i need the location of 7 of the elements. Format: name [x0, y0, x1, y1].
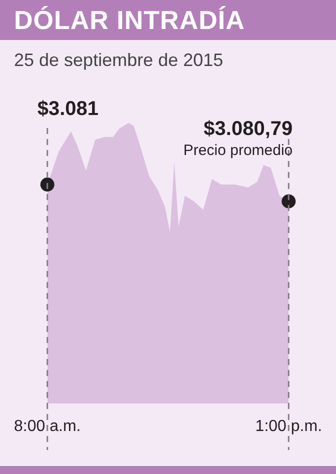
text: $3.081	[37, 98, 99, 120]
annotation: Precio promedio	[183, 142, 293, 159]
chart-subtitle: 25 de septiembre de 2015	[14, 50, 224, 71]
annotation: $3.080,79	[204, 118, 293, 140]
x-tick-label: 8:00 a.m.	[14, 418, 81, 435]
chart-title: DÓLAR INTRADÍA	[0, 0, 336, 40]
x-tick-label: 1:00 p.m.	[255, 418, 322, 435]
